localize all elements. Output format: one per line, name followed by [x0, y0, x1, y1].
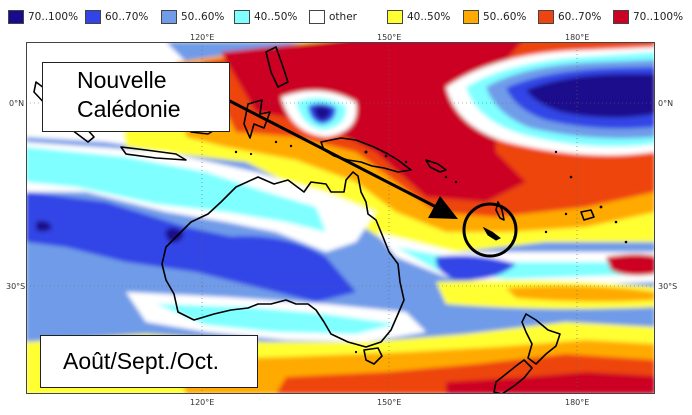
- legend-label: 50..60%: [181, 11, 225, 23]
- highlight-circle: [462, 202, 518, 258]
- legend-swatch: [463, 10, 479, 24]
- axis-tick-left: 30°S: [6, 282, 26, 291]
- legend-label: 40..50%: [254, 11, 298, 23]
- sulawesi-coast: [243, 99, 271, 139]
- axis-tick-bottom: 120°E: [190, 398, 215, 407]
- pointer-arrow-line: [221, 95, 447, 214]
- legend-label: 60..70%: [558, 11, 602, 23]
- legend-swatch: [613, 10, 629, 24]
- legend-item: 40..50%: [234, 9, 297, 25]
- axis-tick-left: 0°N: [9, 99, 25, 108]
- legend: 70..100% 60..70% 50..60% 40..50% other 4…: [8, 6, 692, 28]
- legend-label: other: [329, 11, 357, 23]
- legend-label: 50..60%: [483, 11, 527, 23]
- axis-tick-right: 0°N: [658, 99, 674, 108]
- legend-item: 60..70%: [538, 9, 601, 25]
- legend-swatch: [309, 10, 325, 24]
- legend-swatch: [538, 10, 554, 24]
- legend-swatch: [8, 10, 24, 24]
- legend-swatch: [161, 10, 177, 24]
- philippines-coast: [265, 46, 289, 88]
- legend-label: 60..70%: [105, 11, 149, 23]
- legend-swatch: [234, 10, 250, 24]
- legend-item: 60..70%: [85, 9, 148, 25]
- legend-label: 40..50%: [407, 11, 451, 23]
- vanuatu-coast: [495, 201, 505, 221]
- legend-swatch: [387, 10, 403, 24]
- legend-item: 50..60%: [161, 9, 224, 25]
- legend-item: 70..100%: [8, 9, 78, 25]
- new-zealand-north-coast: [521, 313, 561, 365]
- axis-tick-bottom: 180°E: [565, 398, 590, 407]
- season-label: Août/Sept./Oct.: [40, 335, 258, 388]
- new-caledonia-coast: [482, 226, 501, 241]
- probability-map: [26, 42, 655, 394]
- legend-label: 70..100%: [633, 11, 684, 23]
- legend-item: 50..60%: [463, 9, 526, 25]
- pointer-arrowhead: [428, 196, 458, 219]
- solomons-coast: [425, 159, 447, 173]
- axis-tick-top: 120°E: [190, 33, 215, 42]
- legend-swatch: [85, 10, 101, 24]
- legend-item: 40..50%: [387, 9, 450, 25]
- axis-tick-top: 150°E: [377, 33, 402, 42]
- australia-coast: [161, 171, 405, 348]
- fiji-coast: [580, 209, 595, 221]
- location-label: Nouvelle Calédonie: [42, 62, 230, 132]
- axis-tick-bottom: 150°E: [377, 398, 402, 407]
- tasmania-coast: [363, 347, 383, 365]
- axis-tick-right: 30°S: [658, 282, 678, 291]
- java-coast: [120, 146, 187, 161]
- legend-item: other: [309, 9, 357, 25]
- legend-label: 70..100%: [28, 11, 79, 23]
- legend-item: 70..100%: [613, 9, 683, 25]
- small-islands: [234, 140, 628, 354]
- axis-tick-top: 180°E: [565, 33, 590, 42]
- map-frame: [26, 42, 655, 394]
